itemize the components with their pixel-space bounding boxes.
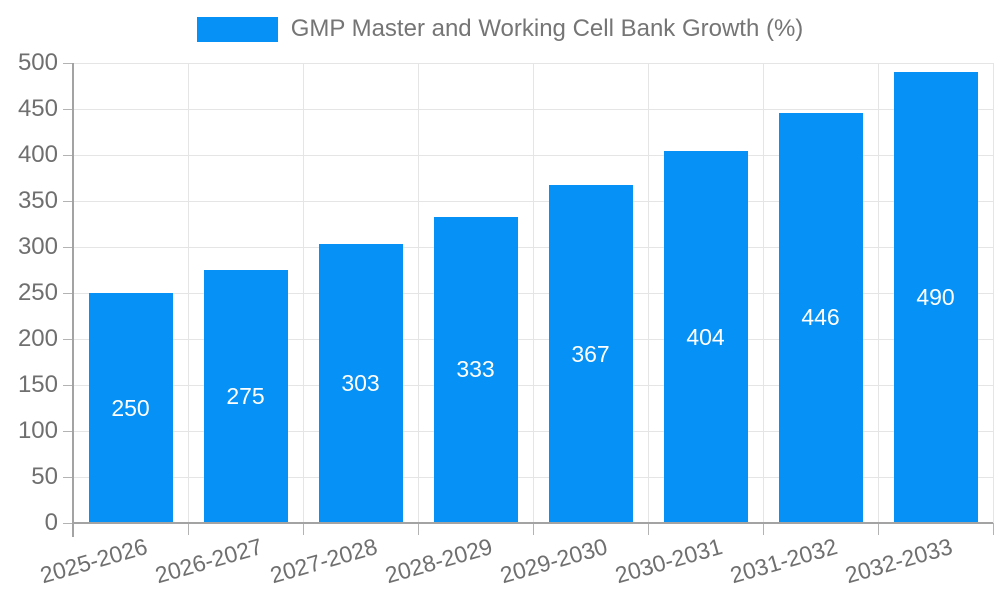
bar[interactable]: 333 bbox=[433, 216, 518, 523]
y-axis-tick-label: 0 bbox=[44, 509, 58, 536]
legend-swatch bbox=[196, 16, 278, 42]
x-axis-tick bbox=[762, 523, 764, 535]
bar-value-label: 404 bbox=[686, 323, 725, 350]
x-axis-line bbox=[72, 522, 993, 524]
x-axis-category-label: 2031-2032 bbox=[726, 533, 840, 589]
gridline-vertical bbox=[302, 63, 304, 523]
x-axis-tick bbox=[992, 523, 994, 535]
x-axis-tick bbox=[187, 523, 189, 535]
x-axis-category-label: 2032-2033 bbox=[841, 533, 955, 589]
y-axis-tick bbox=[63, 384, 73, 386]
bar[interactable]: 367 bbox=[548, 185, 633, 523]
y-axis-tick bbox=[63, 522, 73, 524]
x-axis-category-label: 2027-2028 bbox=[266, 533, 380, 589]
y-axis-tick-label: 250 bbox=[17, 279, 58, 306]
bar-value-label: 303 bbox=[341, 370, 380, 397]
y-axis-tick-label: 450 bbox=[17, 95, 58, 122]
gridline-vertical bbox=[762, 63, 764, 523]
x-axis-category-label: 2029-2030 bbox=[496, 533, 610, 589]
y-axis-tick-label: 150 bbox=[17, 371, 58, 398]
plot-area: 250 275 303 333 367 404 446 490 0 50 100 150 200 250… bbox=[18, 50, 994, 588]
gridline-vertical bbox=[187, 63, 189, 523]
x-axis-tick bbox=[877, 523, 879, 535]
legend-label: GMP Master and Working Cell Bank Growth … bbox=[290, 15, 804, 42]
y-axis-tick bbox=[63, 292, 73, 294]
bar-value-label: 367 bbox=[571, 340, 610, 367]
bar[interactable]: 250 bbox=[88, 293, 173, 523]
y-axis-tick bbox=[63, 338, 73, 340]
y-axis-tick-label: 200 bbox=[17, 325, 58, 352]
bar-value-label: 446 bbox=[801, 304, 840, 331]
bar[interactable]: 446 bbox=[778, 112, 863, 523]
bar[interactable]: 404 bbox=[663, 151, 748, 523]
bar-value-label: 333 bbox=[456, 356, 495, 383]
y-axis-tick bbox=[63, 154, 73, 156]
x-axis-tick bbox=[417, 523, 419, 535]
y-axis-tick bbox=[63, 430, 73, 432]
y-axis-tick-label: 300 bbox=[17, 233, 58, 260]
y-axis-tick bbox=[63, 246, 73, 248]
y-axis-tick-label: 500 bbox=[17, 49, 58, 76]
y-axis-line bbox=[72, 63, 74, 537]
y-axis-tick bbox=[63, 200, 73, 202]
x-axis-tick bbox=[302, 523, 304, 535]
y-axis-tick-label: 400 bbox=[17, 141, 58, 168]
gridline-vertical bbox=[532, 63, 534, 523]
bar[interactable]: 275 bbox=[203, 270, 288, 523]
gridline-vertical bbox=[417, 63, 419, 523]
y-axis-tick bbox=[63, 108, 73, 110]
x-axis-category-label: 2025-2026 bbox=[36, 533, 150, 589]
gridline-vertical bbox=[647, 63, 649, 523]
x-axis-category-label: 2028-2029 bbox=[381, 533, 495, 589]
x-axis-category-label: 2026-2027 bbox=[151, 533, 265, 589]
x-axis-category-label: 2030-2031 bbox=[611, 533, 725, 589]
y-axis-tick-label: 100 bbox=[17, 417, 58, 444]
bar-value-label: 275 bbox=[226, 383, 265, 409]
x-axis-tick bbox=[647, 523, 649, 535]
chart-legend-item[interactable]: GMP Master and Working Cell Bank Growth … bbox=[0, 12, 1000, 46]
y-axis-tick-label: 50 bbox=[31, 463, 58, 490]
bar[interactable]: 490 bbox=[893, 72, 978, 523]
gridline-vertical bbox=[877, 63, 879, 523]
bar-value-label: 250 bbox=[111, 394, 150, 421]
y-axis-tick bbox=[63, 476, 73, 478]
y-axis-tick-label: 350 bbox=[17, 187, 58, 214]
bar-value-label: 490 bbox=[916, 284, 955, 311]
bar[interactable]: 303 bbox=[318, 244, 403, 523]
y-axis-tick bbox=[63, 62, 73, 64]
gridline-vertical bbox=[992, 63, 994, 523]
x-axis-tick bbox=[532, 523, 534, 535]
